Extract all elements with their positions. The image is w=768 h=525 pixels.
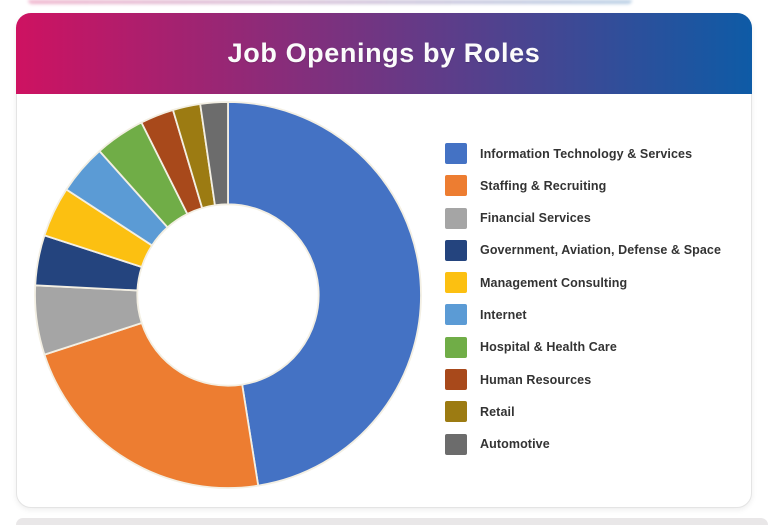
top-edge-artifact [28, 0, 632, 4]
legend-swatch [445, 239, 467, 261]
legend-item: Retail [445, 401, 721, 423]
chart-card: Job Openings by Roles Information Techno… [16, 13, 752, 508]
legend-item: Automotive [445, 433, 721, 455]
legend-item: Internet [445, 304, 721, 326]
legend-swatch [445, 401, 467, 423]
legend-swatch [445, 207, 467, 229]
page-title: Job Openings by Roles [227, 38, 541, 68]
donut-chart [34, 101, 422, 489]
legend: Information Technology & Services Staffin… [445, 143, 721, 455]
legend-item: Staffing & Recruiting [445, 175, 721, 197]
legend-swatch [445, 272, 467, 294]
legend-label: Human Resources [480, 372, 592, 387]
legend-label: Financial Services [480, 211, 591, 226]
next-section-edge [16, 518, 768, 525]
legend-label: Retail [480, 404, 515, 419]
legend-swatch [445, 433, 467, 455]
legend-label: Automotive [480, 437, 550, 452]
legend-swatch [445, 175, 467, 197]
legend-item: Government, Aviation, Defense & Space [445, 239, 722, 261]
title-bar: Job Openings by Roles [16, 13, 752, 94]
legend-label: Management Consulting [480, 275, 628, 290]
legend-swatch [445, 336, 467, 358]
legend-item: Management Consulting [445, 272, 721, 294]
legend-item: Hospital & Health Care [445, 336, 721, 358]
legend-label: Information Technology & Services [480, 146, 693, 161]
legend-label: Internet [480, 307, 527, 322]
legend-swatch [445, 304, 467, 326]
legend-label: Staffing & Recruiting [480, 178, 607, 193]
donut-slice-10 [199, 101, 229, 207]
legend-label: Government, Aviation, Defense & Space [480, 243, 722, 258]
legend-item: Human Resources [445, 369, 721, 391]
chart-area: Information Technology & Services Staffin… [17, 95, 751, 508]
donut-slice-2 [43, 322, 260, 489]
legend-item: Financial Services [445, 207, 721, 229]
legend-item: Information Technology & Services [445, 143, 721, 164]
donut-slice-1 [227, 101, 422, 487]
legend-swatch [445, 369, 467, 391]
legend-label: Hospital & Health Care [480, 340, 617, 355]
legend-swatch [445, 143, 467, 164]
